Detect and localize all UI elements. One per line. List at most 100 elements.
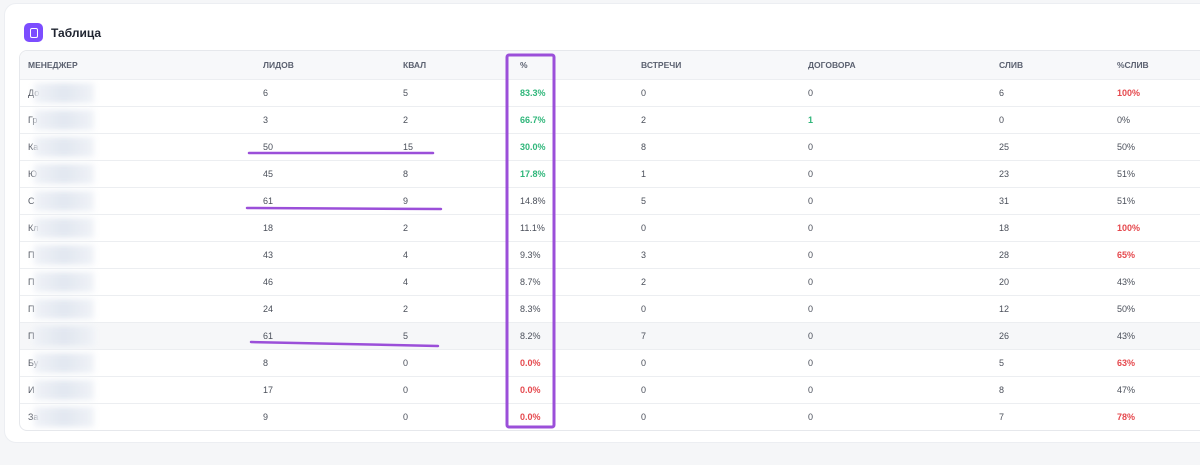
header-col-meetings[interactable]: ВСТРЕЧИ	[641, 60, 682, 70]
cell-meetings: 5	[641, 196, 647, 206]
table-row[interactable]: С 61 9 14.8% 5 0 31 51%	[20, 187, 1200, 214]
cell-leads: 9	[263, 412, 269, 422]
cell-manager: Бу	[28, 358, 38, 368]
table-row[interactable]: Бу 8 0 0.0% 0 0 5 63%	[20, 349, 1200, 376]
table-row[interactable]: До 6 5 83.3% 0 0 6 100%	[20, 79, 1200, 106]
cell-qual: 15	[403, 142, 414, 152]
cell-contracts: 0	[808, 277, 814, 287]
cell-manager: До	[28, 88, 39, 98]
cell-leads: 18	[263, 223, 274, 233]
cell-contracts: 0	[808, 358, 814, 368]
name-redaction-blur	[34, 191, 94, 211]
cell-lost: 25	[999, 142, 1010, 152]
cell-lost-percent: 100%	[1117, 223, 1141, 233]
cell-qual: 5	[403, 331, 409, 341]
cell-contracts: 0	[808, 250, 814, 260]
cell-meetings: 2	[641, 277, 647, 287]
cell-meetings: 0	[641, 412, 647, 422]
table-row[interactable]: И 17 0 0.0% 0 0 8 47%	[20, 376, 1200, 403]
cell-qual: 0	[403, 412, 409, 422]
cell-meetings: 0	[641, 358, 647, 368]
header-col-manager[interactable]: МЕНЕДЖЕР	[28, 60, 78, 70]
name-redaction-blur	[34, 83, 94, 103]
cell-percent: 9.3%	[520, 250, 541, 260]
name-redaction-blur	[34, 299, 94, 319]
name-redaction-blur	[34, 380, 94, 400]
cell-lost-percent: 43%	[1117, 277, 1136, 287]
table-row[interactable]: П 61 5 8.2% 7 0 26 43%	[20, 322, 1200, 349]
name-redaction-blur	[34, 353, 94, 373]
cell-lost-percent: 51%	[1117, 196, 1136, 206]
table-row[interactable]: П 46 4 8.7% 2 0 20 43%	[20, 268, 1200, 295]
cell-contracts: 0	[808, 142, 814, 152]
name-redaction-blur	[34, 272, 94, 292]
table-row[interactable]: Ка 50 15 30.0% 8 0 25 50%	[20, 133, 1200, 160]
cell-qual: 2	[403, 223, 409, 233]
cell-percent: 66.7%	[520, 115, 546, 125]
cell-qual: 4	[403, 277, 409, 287]
cell-lost-percent: 0%	[1117, 115, 1131, 125]
table-row[interactable]: Кл 18 2 11.1% 0 0 18 100%	[20, 214, 1200, 241]
name-redaction-blur	[34, 245, 94, 265]
header-col-contracts[interactable]: ДОГОВОРА	[808, 60, 856, 70]
table-header: МЕНЕДЖЕР ЛИДОВ КВАЛ% ВСТРЕЧИ ДОГОВОРА СЛИВ %СЛ…	[20, 51, 1200, 79]
cell-percent: 14.8%	[520, 196, 546, 206]
name-redaction-blur	[34, 326, 94, 346]
cell-contracts: 0	[808, 223, 814, 233]
header-col-lost[interactable]: СЛИВ	[999, 60, 1024, 70]
name-redaction-blur	[34, 110, 94, 130]
cell-contracts: 0	[808, 412, 814, 422]
cell-leads: 61	[263, 331, 274, 341]
cell-percent: 17.8%	[520, 169, 546, 179]
cell-qual: 4	[403, 250, 409, 260]
cell-percent: 0.0%	[520, 358, 541, 368]
table-row[interactable]: Ю 45 8 17.8% 1 0 23 51%	[20, 160, 1200, 187]
cell-contracts: 0	[808, 304, 814, 314]
table-row[interactable]: П 43 4 9.3% 3 0 28 65%	[20, 241, 1200, 268]
cell-percent: 83.3%	[520, 88, 546, 98]
cell-leads: 3	[263, 115, 269, 125]
cell-lost: 0	[999, 115, 1005, 125]
cell-leads: 50	[263, 142, 274, 152]
cell-manager: П	[28, 331, 35, 341]
cell-lost-percent: 43%	[1117, 331, 1136, 341]
card-header: Таблица	[24, 23, 101, 42]
cell-lost-percent: 65%	[1117, 250, 1136, 260]
cell-manager: П	[28, 277, 35, 287]
header-col-qual[interactable]: КВАЛ	[403, 60, 427, 70]
cell-qual: 2	[403, 304, 409, 314]
cell-lost-percent: 47%	[1117, 385, 1136, 395]
table-row[interactable]: Гр 3 2 66.7% 2 1 0 0%	[20, 106, 1200, 133]
header-col-leads[interactable]: ЛИДОВ	[263, 60, 294, 70]
cell-leads: 6	[263, 88, 269, 98]
cell-lost: 18	[999, 223, 1010, 233]
cell-meetings: 8	[641, 142, 647, 152]
cell-lost: 23	[999, 169, 1010, 179]
cell-percent: 8.3%	[520, 304, 541, 314]
cell-manager: И	[28, 385, 35, 395]
cell-lost-percent: 100%	[1117, 88, 1141, 98]
cell-manager: Кл	[28, 223, 39, 233]
header-col-percent[interactable]: %	[520, 60, 528, 70]
cell-meetings: 0	[641, 304, 647, 314]
cell-lost: 20	[999, 277, 1010, 287]
table-row[interactable]: П 24 2 8.3% 0 0 12 50%	[20, 295, 1200, 322]
name-redaction-blur	[34, 407, 94, 427]
name-redaction-blur	[34, 218, 94, 238]
cell-manager: За	[28, 412, 38, 422]
cell-contracts: 1	[808, 115, 814, 125]
cell-qual: 5	[403, 88, 409, 98]
cell-leads: 45	[263, 169, 274, 179]
clipboard-icon	[24, 23, 43, 42]
cell-manager: Ка	[28, 142, 38, 152]
cell-leads: 8	[263, 358, 269, 368]
cell-lost: 31	[999, 196, 1010, 206]
cell-qual: 0	[403, 385, 409, 395]
cell-lost: 28	[999, 250, 1010, 260]
header-col-lost-percent[interactable]: %СЛИВ	[1117, 60, 1149, 70]
table-row[interactable]: За 9 0 0.0% 0 0 7 78%	[20, 403, 1200, 430]
cell-lost-percent: 51%	[1117, 169, 1136, 179]
cell-leads: 17	[263, 385, 274, 395]
cell-meetings: 2	[641, 115, 647, 125]
cell-meetings: 0	[641, 223, 647, 233]
